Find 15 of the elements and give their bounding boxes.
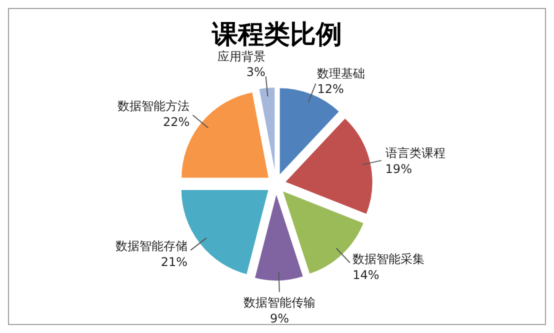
slice-label: 数据智能采集 <box>352 252 425 266</box>
slice-label: 语言类课程 <box>385 146 446 160</box>
slice-label: 应用背景 <box>217 49 266 64</box>
data-label: 12% <box>317 82 344 96</box>
slice-label: 数据智能传输 <box>244 296 316 310</box>
data-label: 3% <box>246 65 266 80</box>
slice-label: 数据智能方法 <box>118 99 190 114</box>
data-label: 21% <box>160 254 188 269</box>
slice-label: 数理基础 <box>317 66 366 80</box>
data-label: 9% <box>270 311 290 326</box>
chart-title: 课程类比例 <box>210 19 343 50</box>
data-label: 22% <box>163 114 190 129</box>
slice-label: 数据智能存储 <box>116 239 188 254</box>
data-label: 14% <box>352 268 380 282</box>
data-label: 19% <box>385 162 412 176</box>
